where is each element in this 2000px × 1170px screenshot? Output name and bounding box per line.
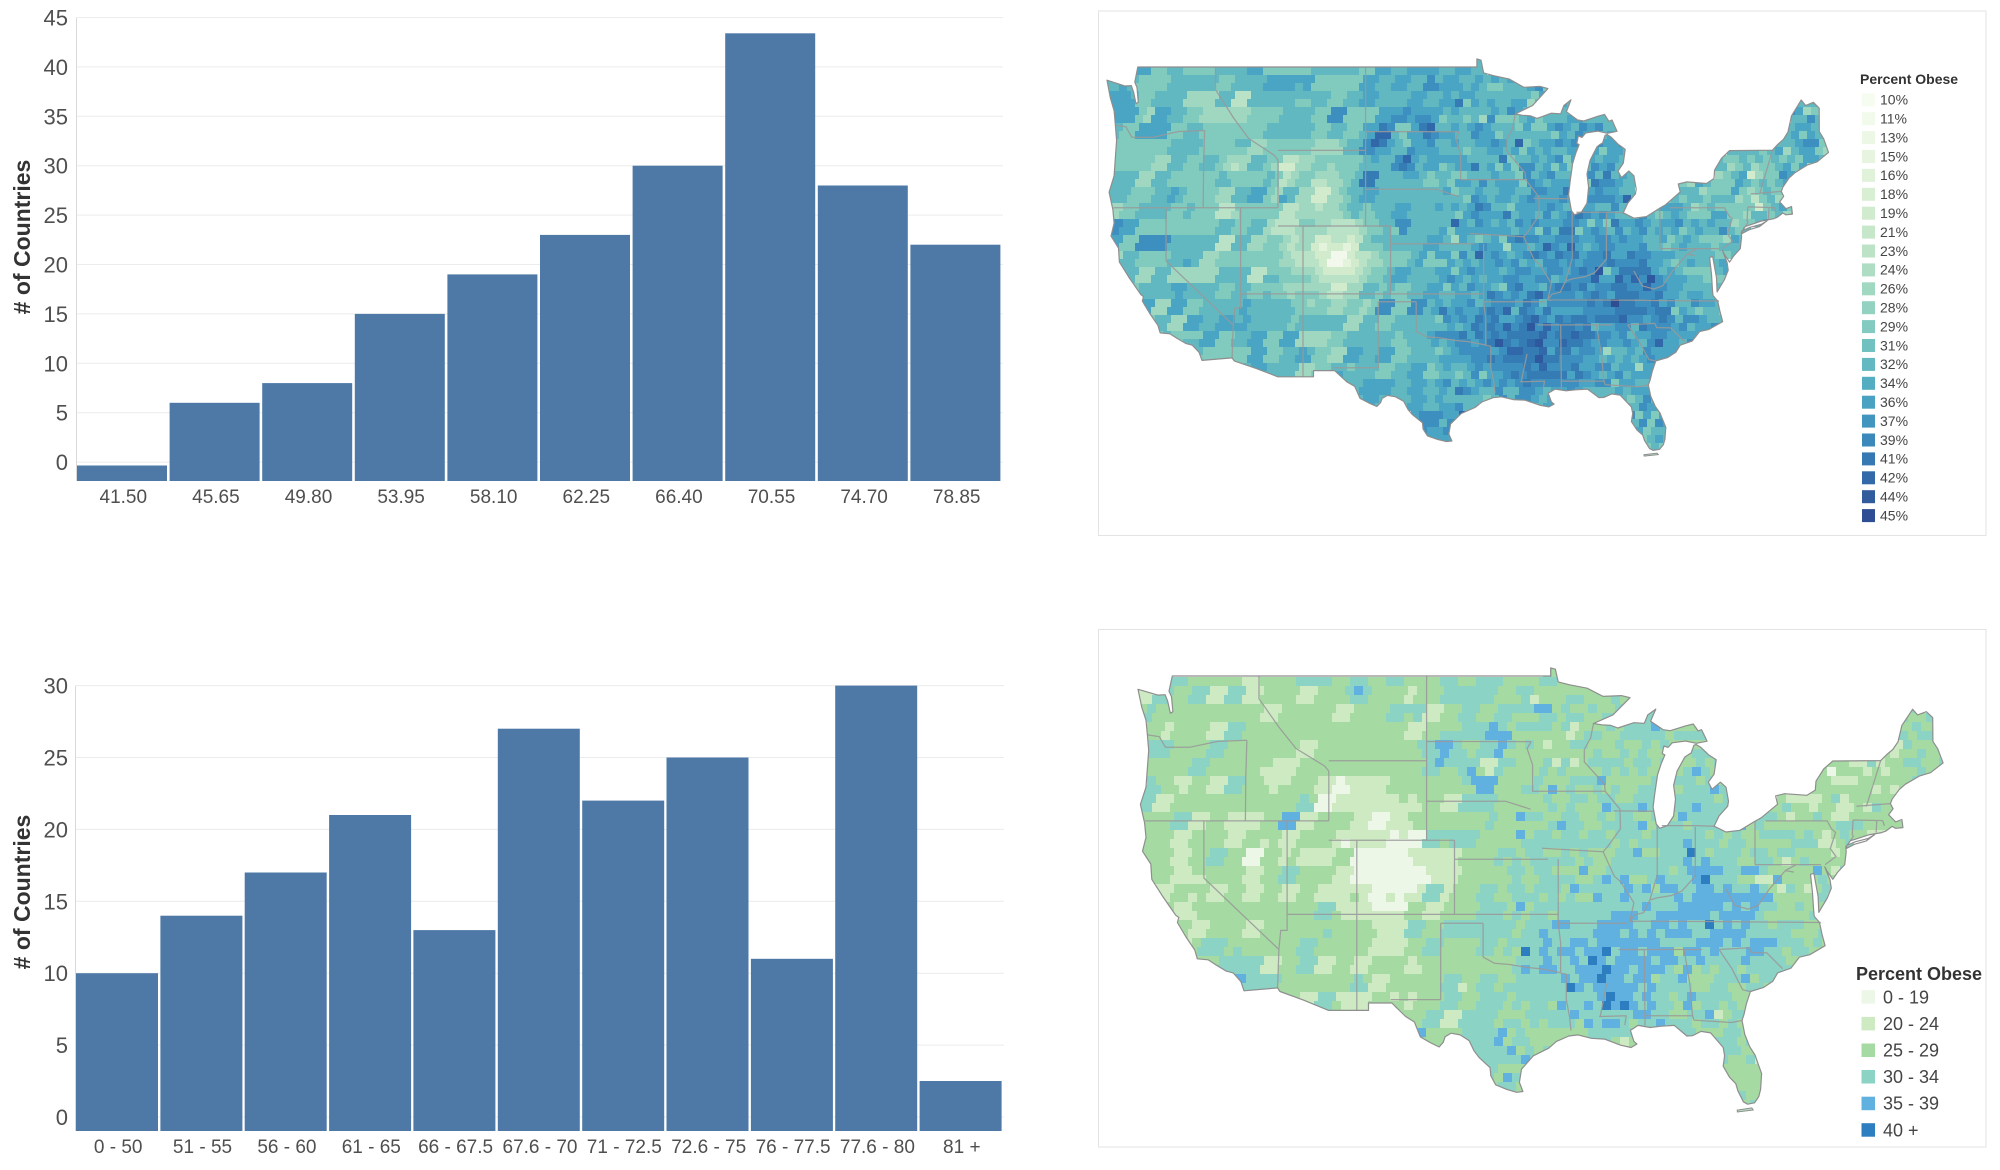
svg-text:15: 15 (44, 889, 68, 914)
svg-text:5: 5 (56, 401, 68, 426)
svg-text:10: 10 (44, 961, 68, 986)
svg-text:81 +: 81 + (943, 1137, 981, 1158)
svg-text:13%: 13% (1880, 129, 1908, 145)
svg-text:32%: 32% (1880, 356, 1908, 372)
svg-text:20 - 24: 20 - 24 (1883, 1014, 1939, 1034)
svg-text:19%: 19% (1880, 205, 1908, 221)
svg-text:35 - 39: 35 - 39 (1883, 1094, 1939, 1114)
svg-text:0: 0 (56, 1105, 68, 1130)
svg-text:# of Countries: # of Countries (9, 815, 35, 970)
svg-text:21%: 21% (1880, 224, 1908, 240)
svg-text:72.6 - 75: 72.6 - 75 (671, 1137, 746, 1158)
svg-text:5: 5 (56, 1033, 68, 1058)
svg-text:29%: 29% (1880, 318, 1908, 334)
svg-text:0 - 19: 0 - 19 (1883, 987, 1929, 1007)
svg-text:67.6 - 70: 67.6 - 70 (503, 1137, 578, 1158)
svg-text:39%: 39% (1880, 432, 1908, 448)
svg-text:35: 35 (44, 104, 68, 129)
svg-text:20: 20 (44, 817, 68, 842)
svg-text:28%: 28% (1880, 300, 1908, 316)
svg-text:31%: 31% (1880, 337, 1908, 353)
svg-text:71 - 72.5: 71 - 72.5 (587, 1137, 662, 1158)
svg-text:36%: 36% (1880, 394, 1908, 410)
svg-text:45: 45 (44, 6, 68, 31)
svg-text:18%: 18% (1880, 186, 1908, 202)
svg-text:41.50: 41.50 (100, 487, 148, 508)
svg-text:30 - 34: 30 - 34 (1883, 1067, 1939, 1087)
svg-text:10%: 10% (1880, 92, 1908, 108)
svg-text:42%: 42% (1880, 470, 1908, 486)
svg-text:70.55: 70.55 (748, 487, 796, 508)
svg-text:40 +: 40 + (1883, 1120, 1919, 1140)
svg-text:10: 10 (44, 351, 68, 376)
svg-text:15%: 15% (1880, 148, 1908, 164)
svg-text:77.6 - 80: 77.6 - 80 (840, 1137, 915, 1158)
svg-text:58.10: 58.10 (470, 487, 518, 508)
svg-text:62.25: 62.25 (563, 487, 611, 508)
svg-text:24%: 24% (1880, 262, 1908, 278)
svg-text:37%: 37% (1880, 413, 1908, 429)
svg-text:20: 20 (44, 253, 68, 278)
svg-text:11%: 11% (1880, 111, 1907, 127)
svg-text:30: 30 (44, 674, 68, 699)
svg-text:0 - 50: 0 - 50 (94, 1137, 143, 1158)
svg-text:45.65: 45.65 (192, 487, 240, 508)
svg-text:23%: 23% (1880, 243, 1908, 259)
svg-text:25 - 29: 25 - 29 (1883, 1041, 1939, 1061)
svg-text:45%: 45% (1880, 507, 1908, 523)
svg-text:78.85: 78.85 (933, 487, 981, 508)
svg-text:44%: 44% (1880, 489, 1908, 505)
svg-text:26%: 26% (1880, 281, 1908, 297)
svg-text:Percent Obese: Percent Obese (1860, 71, 1958, 87)
svg-text:15: 15 (44, 302, 68, 327)
svg-text:53.95: 53.95 (377, 487, 425, 508)
svg-text:# of Countries: # of Countries (9, 160, 35, 315)
svg-text:30: 30 (44, 154, 68, 179)
svg-text:Percent Obese: Percent Obese (1856, 964, 1982, 984)
svg-text:61 - 65: 61 - 65 (342, 1137, 401, 1158)
svg-text:66 - 67.5: 66 - 67.5 (418, 1137, 493, 1158)
svg-text:0: 0 (56, 450, 68, 475)
svg-text:74.70: 74.70 (840, 487, 888, 508)
svg-text:66.40: 66.40 (655, 487, 703, 508)
svg-text:76 - 77.5: 76 - 77.5 (756, 1137, 831, 1158)
svg-text:40: 40 (44, 55, 68, 80)
svg-text:49.80: 49.80 (285, 487, 333, 508)
svg-text:16%: 16% (1880, 167, 1908, 183)
svg-text:25: 25 (44, 746, 68, 771)
svg-text:34%: 34% (1880, 375, 1908, 391)
svg-text:41%: 41% (1880, 451, 1908, 467)
svg-text:25: 25 (44, 203, 68, 228)
svg-text:56 - 60: 56 - 60 (257, 1137, 316, 1158)
svg-text:51 - 55: 51 - 55 (173, 1137, 232, 1158)
